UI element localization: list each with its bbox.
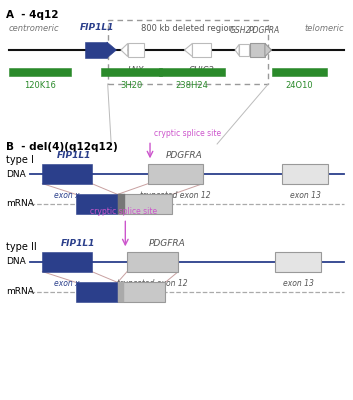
Text: exon x: exon x (54, 279, 80, 288)
Text: FIP1L1: FIP1L1 (80, 23, 114, 32)
Bar (118, 282, 124, 302)
Text: centromeric: centromeric (9, 24, 59, 33)
Bar (76, 194, 118, 214)
Text: 24O10: 24O10 (285, 81, 313, 90)
Text: DNA: DNA (6, 258, 26, 266)
Bar (282, 164, 328, 184)
Bar (76, 282, 118, 302)
Text: truncated exon 12: truncated exon 12 (117, 279, 188, 288)
Text: 800 kb deleted region: 800 kb deleted region (142, 24, 234, 33)
Bar (118, 194, 172, 214)
Bar (85, 42, 107, 58)
Bar (118, 282, 165, 302)
Polygon shape (235, 44, 239, 56)
Bar (9, 68, 71, 76)
Bar (250, 43, 265, 56)
Text: CHIC2: CHIC2 (188, 66, 214, 75)
Polygon shape (265, 43, 271, 56)
Text: PDGFRA: PDGFRA (166, 151, 203, 160)
Polygon shape (185, 43, 192, 56)
Text: telomeric: telomeric (305, 24, 344, 33)
Text: GSH2: GSH2 (229, 26, 251, 35)
Bar (127, 252, 178, 272)
Bar (148, 164, 203, 184)
Text: cryptic splice site: cryptic splice site (154, 129, 221, 138)
Text: FIP1L1: FIP1L1 (60, 239, 95, 248)
Polygon shape (121, 43, 128, 56)
Bar (128, 43, 144, 56)
Text: mRNA: mRNA (6, 200, 34, 208)
Bar (239, 44, 249, 56)
Bar (101, 68, 162, 76)
Text: truncated exon 12: truncated exon 12 (140, 191, 211, 200)
Text: type II: type II (6, 242, 37, 252)
Text: B  - del(4)(q12q12): B - del(4)(q12q12) (6, 142, 118, 152)
Bar (275, 252, 321, 272)
Text: DNA: DNA (6, 170, 26, 178)
Text: FIP1L1: FIP1L1 (57, 151, 91, 160)
Text: exon 13: exon 13 (290, 191, 321, 200)
Bar (192, 43, 211, 56)
Text: 3H20: 3H20 (120, 81, 143, 90)
Text: LNX: LNX (127, 66, 144, 75)
Bar (42, 252, 92, 272)
Text: cryptic splice site: cryptic splice site (90, 207, 157, 216)
Bar (108, 20, 268, 84)
Bar (272, 68, 327, 76)
Text: PDGFRA: PDGFRA (148, 239, 185, 248)
Text: A  - 4q12: A - 4q12 (6, 10, 59, 20)
Bar (159, 68, 225, 76)
Text: mRNA: mRNA (6, 288, 34, 296)
Bar (118, 194, 125, 214)
Text: PDGFRA: PDGFRA (249, 26, 280, 35)
Polygon shape (107, 42, 116, 58)
Text: exon x: exon x (54, 191, 80, 200)
Text: type I: type I (6, 155, 34, 165)
Bar (42, 164, 92, 184)
Text: 120K16: 120K16 (24, 81, 56, 90)
Text: 238H24: 238H24 (175, 81, 209, 90)
Text: exon 13: exon 13 (283, 279, 314, 288)
